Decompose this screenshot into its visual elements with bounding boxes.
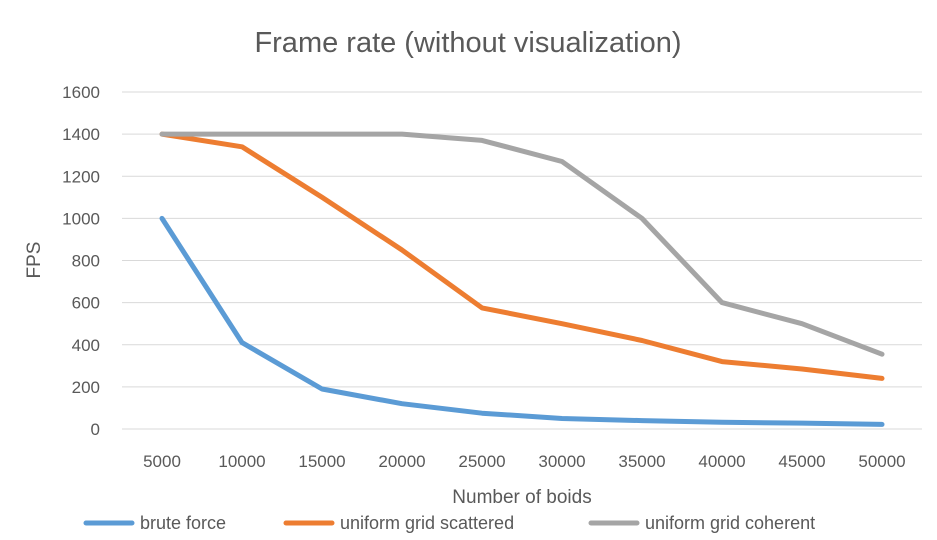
x-axis-tick-labels: 5000 10000 15000 20000 25000 30000 35000 40000 4… (143, 452, 906, 471)
legend-item: brute force (83, 513, 226, 533)
chart-title: Frame rate (without visualization) (254, 27, 681, 59)
y-tick-label: 1200 (62, 167, 100, 186)
series-line-uniform-grid-coherent (159, 131, 885, 357)
y-tick-label: 800 (72, 252, 100, 271)
x-tick-label: 45000 (778, 452, 825, 471)
x-tick-label: 5000 (143, 452, 181, 471)
legend-item: uniform grid coherent (588, 513, 815, 533)
series-line-brute-force (159, 215, 885, 427)
x-tick-label: 30000 (538, 452, 585, 471)
y-tick-label: 1600 (62, 83, 100, 102)
series-lines (159, 131, 885, 427)
legend-label: uniform grid coherent (645, 513, 815, 533)
x-tick-label: 35000 (618, 452, 665, 471)
legend-label: uniform grid scattered (340, 513, 514, 533)
legend-item: uniform grid scattered (283, 513, 514, 533)
x-tick-label: 50000 (858, 452, 905, 471)
y-axis-title: FPS (24, 242, 45, 279)
x-tick-label: 40000 (698, 452, 745, 471)
x-tick-label: 15000 (298, 452, 345, 471)
x-tick-label: 10000 (218, 452, 265, 471)
y-tick-label: 1000 (62, 209, 100, 228)
gridlines (122, 91, 922, 430)
y-tick-label: 600 (72, 294, 100, 313)
y-tick-label: 400 (72, 336, 100, 355)
series-line-uniform-grid-scattered (159, 131, 885, 381)
x-tick-label: 20000 (378, 452, 425, 471)
y-tick-label: 1400 (62, 125, 100, 144)
x-axis-title: Number of boids (452, 487, 591, 508)
y-tick-label: 0 (91, 420, 100, 439)
legend: brute force uniform grid scattered uniform… (83, 513, 815, 533)
legend-label: brute force (140, 513, 226, 533)
y-tick-label: 200 (72, 378, 100, 397)
y-axis-tick-labels: 0 200 400 600 800 1000 1200 1400 1600 (62, 83, 100, 439)
x-tick-label: 25000 (458, 452, 505, 471)
